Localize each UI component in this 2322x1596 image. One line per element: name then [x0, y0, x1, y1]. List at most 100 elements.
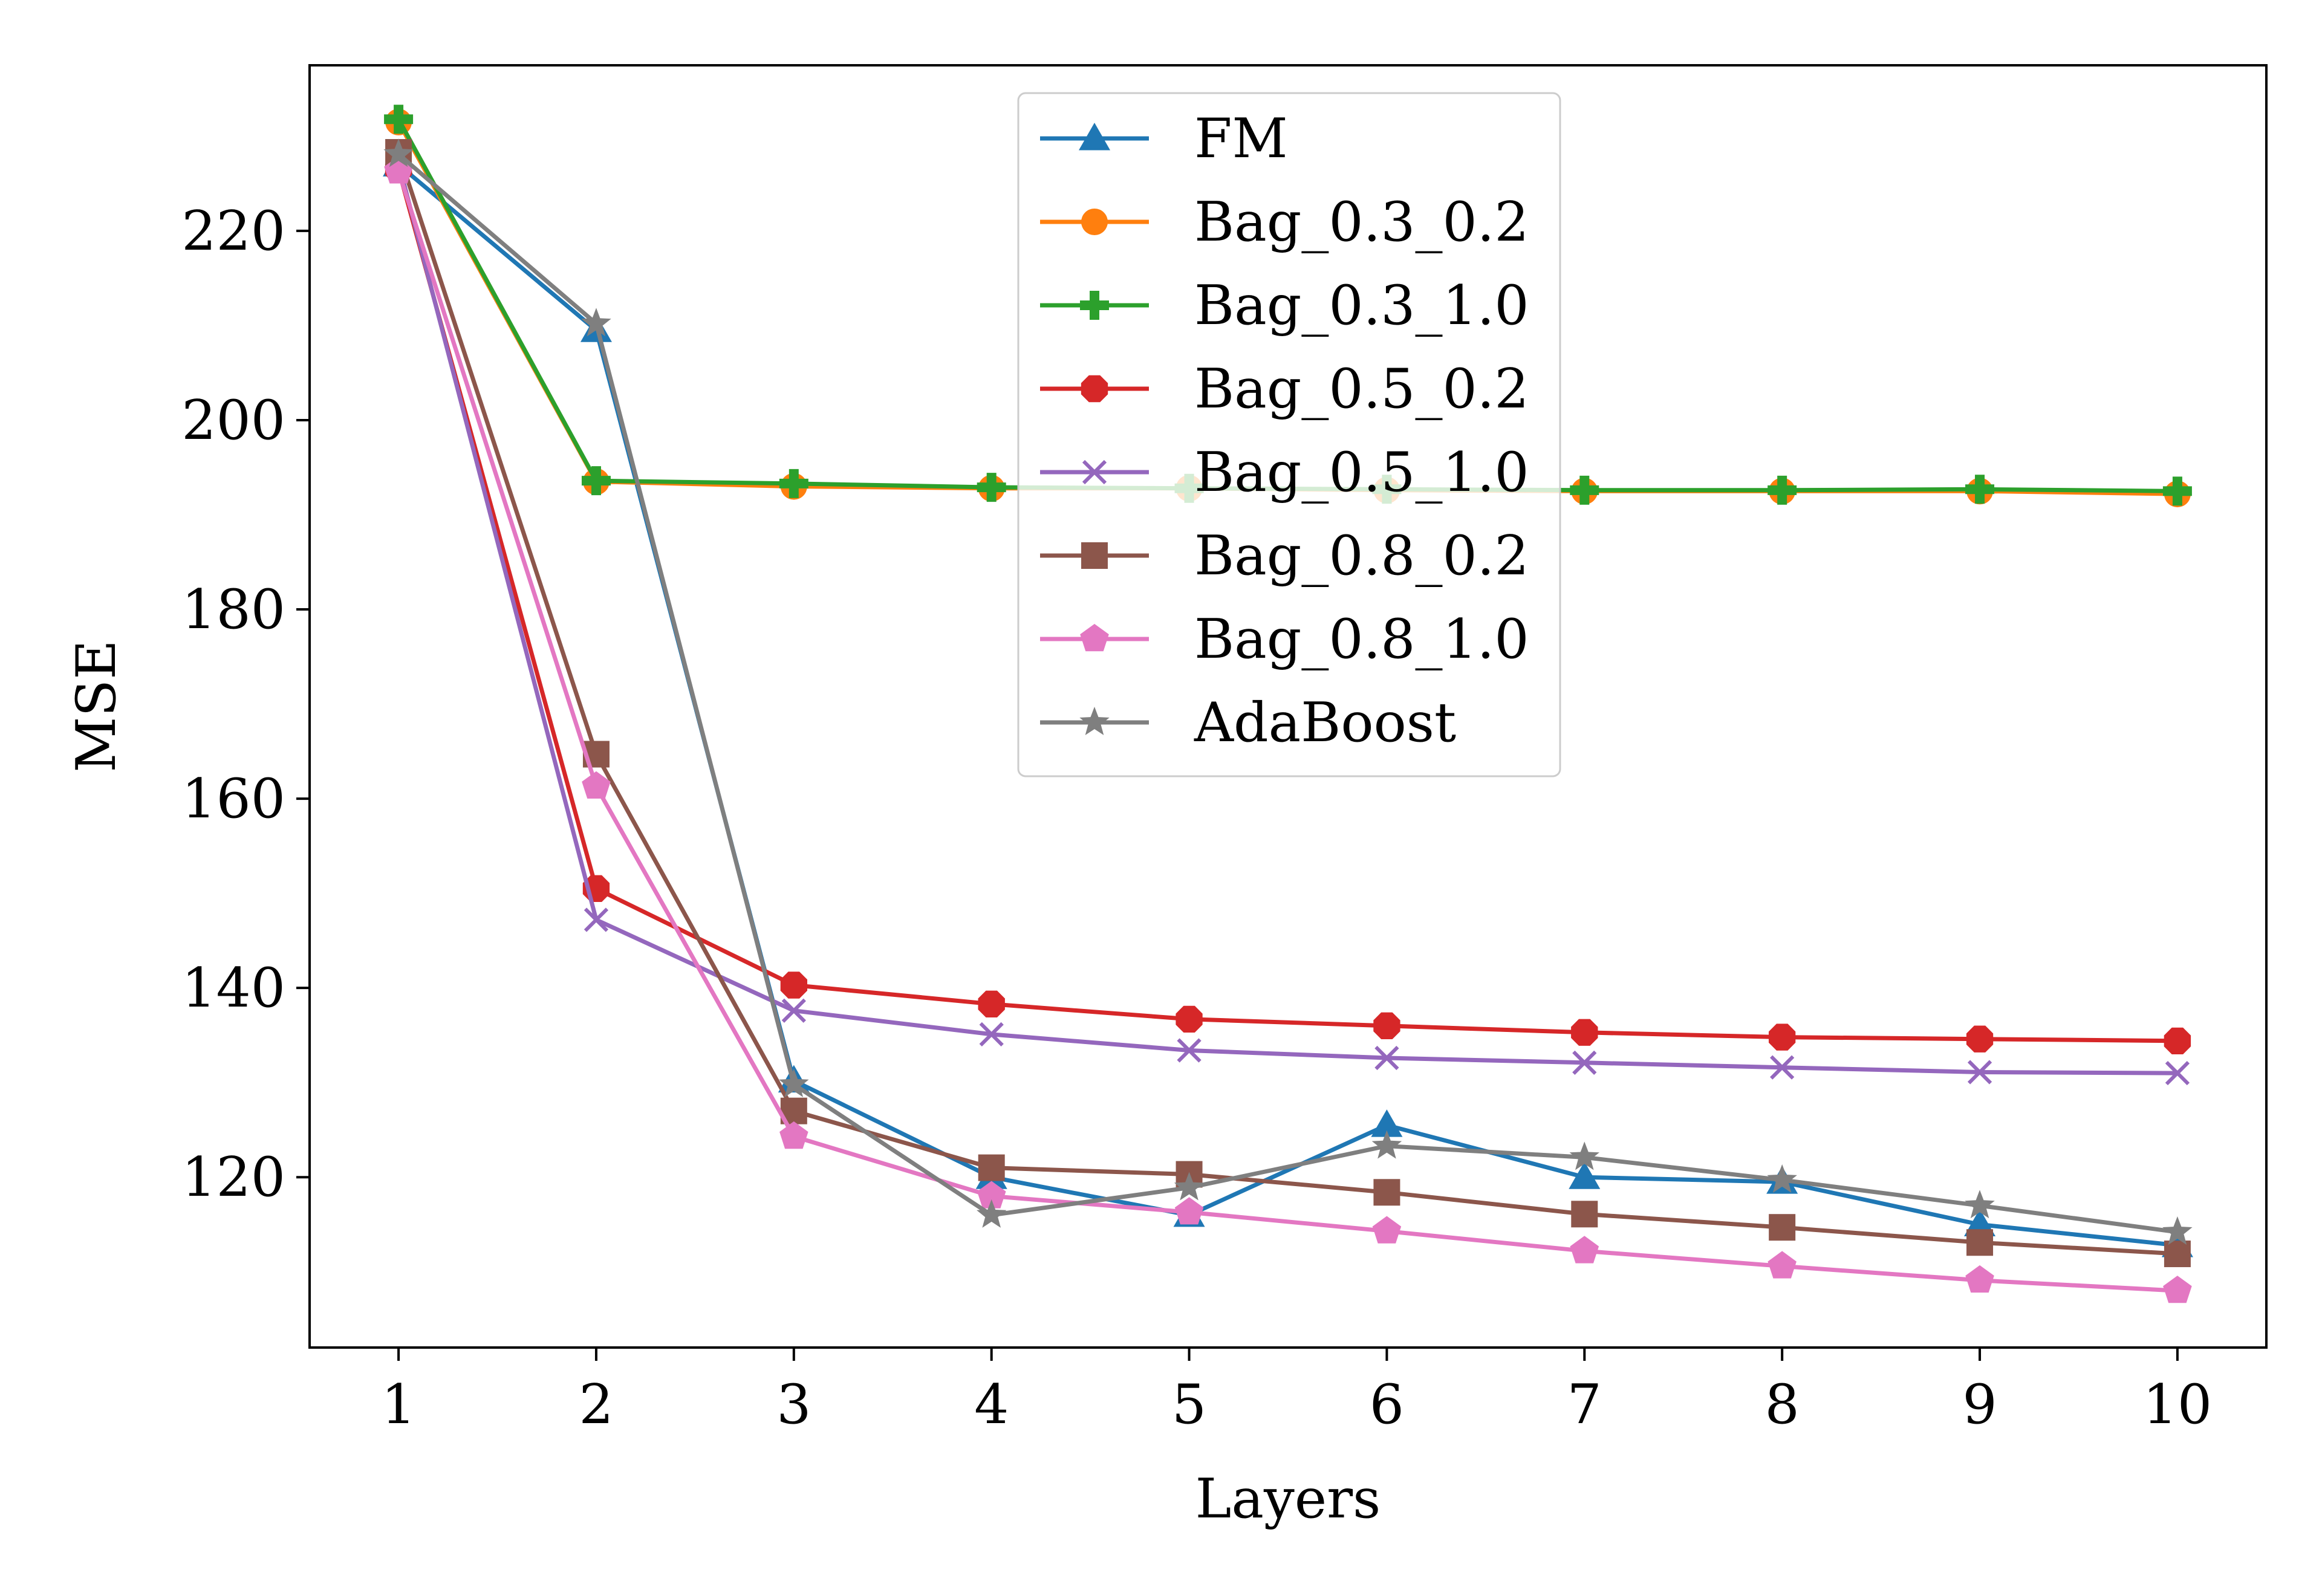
- legend-label: Bag_0.5_1.0: [1194, 441, 1529, 504]
- x-axis: 1 2 3 4 5 6 7 8 9 10: [381, 1348, 2212, 1436]
- data-point: [1966, 1229, 1994, 1256]
- legend-item-bag-0-5-0-2: Bag_0.5_0.2: [1040, 357, 1529, 421]
- x-tick-label: 2: [579, 1373, 613, 1436]
- data-point: [1371, 1109, 1403, 1137]
- data-point: [1571, 1019, 1598, 1046]
- data-point: [1768, 1251, 1797, 1279]
- data-point: [1572, 1050, 1597, 1075]
- y-tick-label: 220: [181, 199, 285, 263]
- x-tick-label: 7: [1567, 1373, 1602, 1436]
- y-axis: 120 140 160 180 200 220: [181, 199, 310, 1209]
- data-point: [1371, 1130, 1402, 1159]
- x-tick-label: 9: [1962, 1373, 1997, 1436]
- data-point: [2162, 1216, 2193, 1245]
- data-point: [384, 105, 414, 134]
- data-point: [1373, 1012, 1400, 1039]
- x-tick-label: 1: [381, 1373, 415, 1436]
- data-point: [1570, 475, 1599, 505]
- data-point: [581, 466, 611, 496]
- legend-marker: [1079, 707, 1110, 735]
- x-tick-label: 5: [1172, 1373, 1206, 1436]
- data-point: [779, 469, 808, 498]
- legend-label: Bag_0.5_0.2: [1194, 357, 1529, 421]
- data-point: [2165, 1060, 2190, 1086]
- legend-marker: [1081, 209, 1108, 235]
- legend-label: Bag_0.8_1.0: [1194, 608, 1529, 671]
- legend-box: [1017, 92, 1561, 777]
- data-point: [977, 473, 1006, 502]
- data-point: [1373, 1179, 1400, 1206]
- data-point: [979, 1022, 1004, 1047]
- series-line-adaboost: [397, 152, 2178, 1234]
- series-adaboost: [383, 138, 2193, 1245]
- legend-item-bag-0-8-1-0: Bag_0.8_1.0: [1040, 608, 1529, 671]
- legend-marker: [1081, 375, 1108, 403]
- legend-marker: [1079, 123, 1110, 151]
- data-point: [1374, 1045, 1399, 1071]
- legend-label: Bag_0.8_0.2: [1194, 524, 1529, 588]
- data-point: [977, 1181, 1006, 1208]
- data-point: [1571, 1201, 1598, 1228]
- y-axis-label: MSE: [65, 640, 128, 773]
- plot-frame: [308, 64, 2268, 1349]
- y-tick-label: 140: [181, 956, 285, 1020]
- x-tick-label: 4: [974, 1373, 1009, 1436]
- data-point: [582, 771, 611, 799]
- x-axis-label: Layers: [1195, 1467, 1381, 1531]
- data-point: [1569, 1141, 1599, 1170]
- legend-label: FM: [1194, 107, 1288, 170]
- legend: FM Bag_0.3_0.2 Bag_0.3_1.0 Bag_0.5_0.2 Bag_0…: [1017, 92, 1561, 777]
- data-point: [1965, 1265, 1994, 1293]
- data-point: [1770, 1055, 1795, 1080]
- data-point: [1966, 1025, 1994, 1053]
- data-point: [2164, 1027, 2191, 1054]
- data-point: [1965, 1190, 1995, 1219]
- data-point: [779, 1121, 808, 1149]
- legend-marker: [1080, 291, 1109, 320]
- legend-marker: [1080, 624, 1109, 652]
- data-point: [584, 907, 609, 932]
- x-tick-label: 3: [776, 1373, 811, 1436]
- data-point: [1569, 1161, 1601, 1189]
- legend-item-bag-0-3-0-2: Bag_0.3_0.2: [1040, 190, 1529, 254]
- y-tick-label: 180: [181, 578, 285, 641]
- legend-item-bag-0-5-1-0: Bag_0.5_1.0: [1040, 441, 1529, 504]
- data-point: [1768, 475, 1797, 505]
- data-point: [1769, 1023, 1796, 1051]
- data-point: [977, 1199, 1007, 1228]
- data-point: [1767, 1164, 1797, 1193]
- series-line-bag-0-8-1-0: [396, 170, 2178, 1293]
- x-tick-label: 8: [1765, 1373, 1800, 1436]
- data-point: [1174, 1197, 1204, 1225]
- legend-item-bag-0-8-0-2: Bag_0.8_0.2: [1040, 524, 1529, 588]
- x-tick-label: 10: [2143, 1373, 2213, 1436]
- data-point: [779, 1068, 809, 1097]
- data-point: [2164, 1241, 2191, 1268]
- data-point: [1177, 1038, 1202, 1063]
- legend-item-bag-0-3-1-0: Bag_0.3_1.0: [1040, 274, 1529, 337]
- legend-label: Bag_0.3_1.0: [1194, 274, 1529, 337]
- data-point: [1570, 1236, 1599, 1264]
- x-tick-label: 6: [1370, 1373, 1404, 1436]
- y-tick-label: 120: [181, 1146, 285, 1209]
- legend-item-fm: FM: [1040, 107, 1288, 170]
- data-point: [1176, 1005, 1203, 1033]
- data-point: [781, 998, 806, 1023]
- data-point: [2162, 476, 2192, 506]
- data-point: [581, 308, 611, 337]
- data-point: [383, 138, 414, 167]
- data-point: [978, 1154, 1005, 1181]
- series-line-bag-0-8-0-2: [396, 151, 2178, 1256]
- data-point: [1174, 1172, 1205, 1201]
- series-bag-0-8-1-0: [384, 156, 2192, 1303]
- legend-marker: [1082, 459, 1107, 485]
- data-point: [978, 990, 1005, 1017]
- data-point: [1967, 1060, 1992, 1085]
- legend-label: Bag_0.3_0.2: [1194, 190, 1529, 254]
- data-point: [1965, 475, 1995, 504]
- y-tick-label: 200: [181, 389, 285, 452]
- data-point: [1372, 1216, 1402, 1244]
- y-tick-label: 160: [181, 767, 285, 831]
- data-point: [2163, 1276, 2192, 1303]
